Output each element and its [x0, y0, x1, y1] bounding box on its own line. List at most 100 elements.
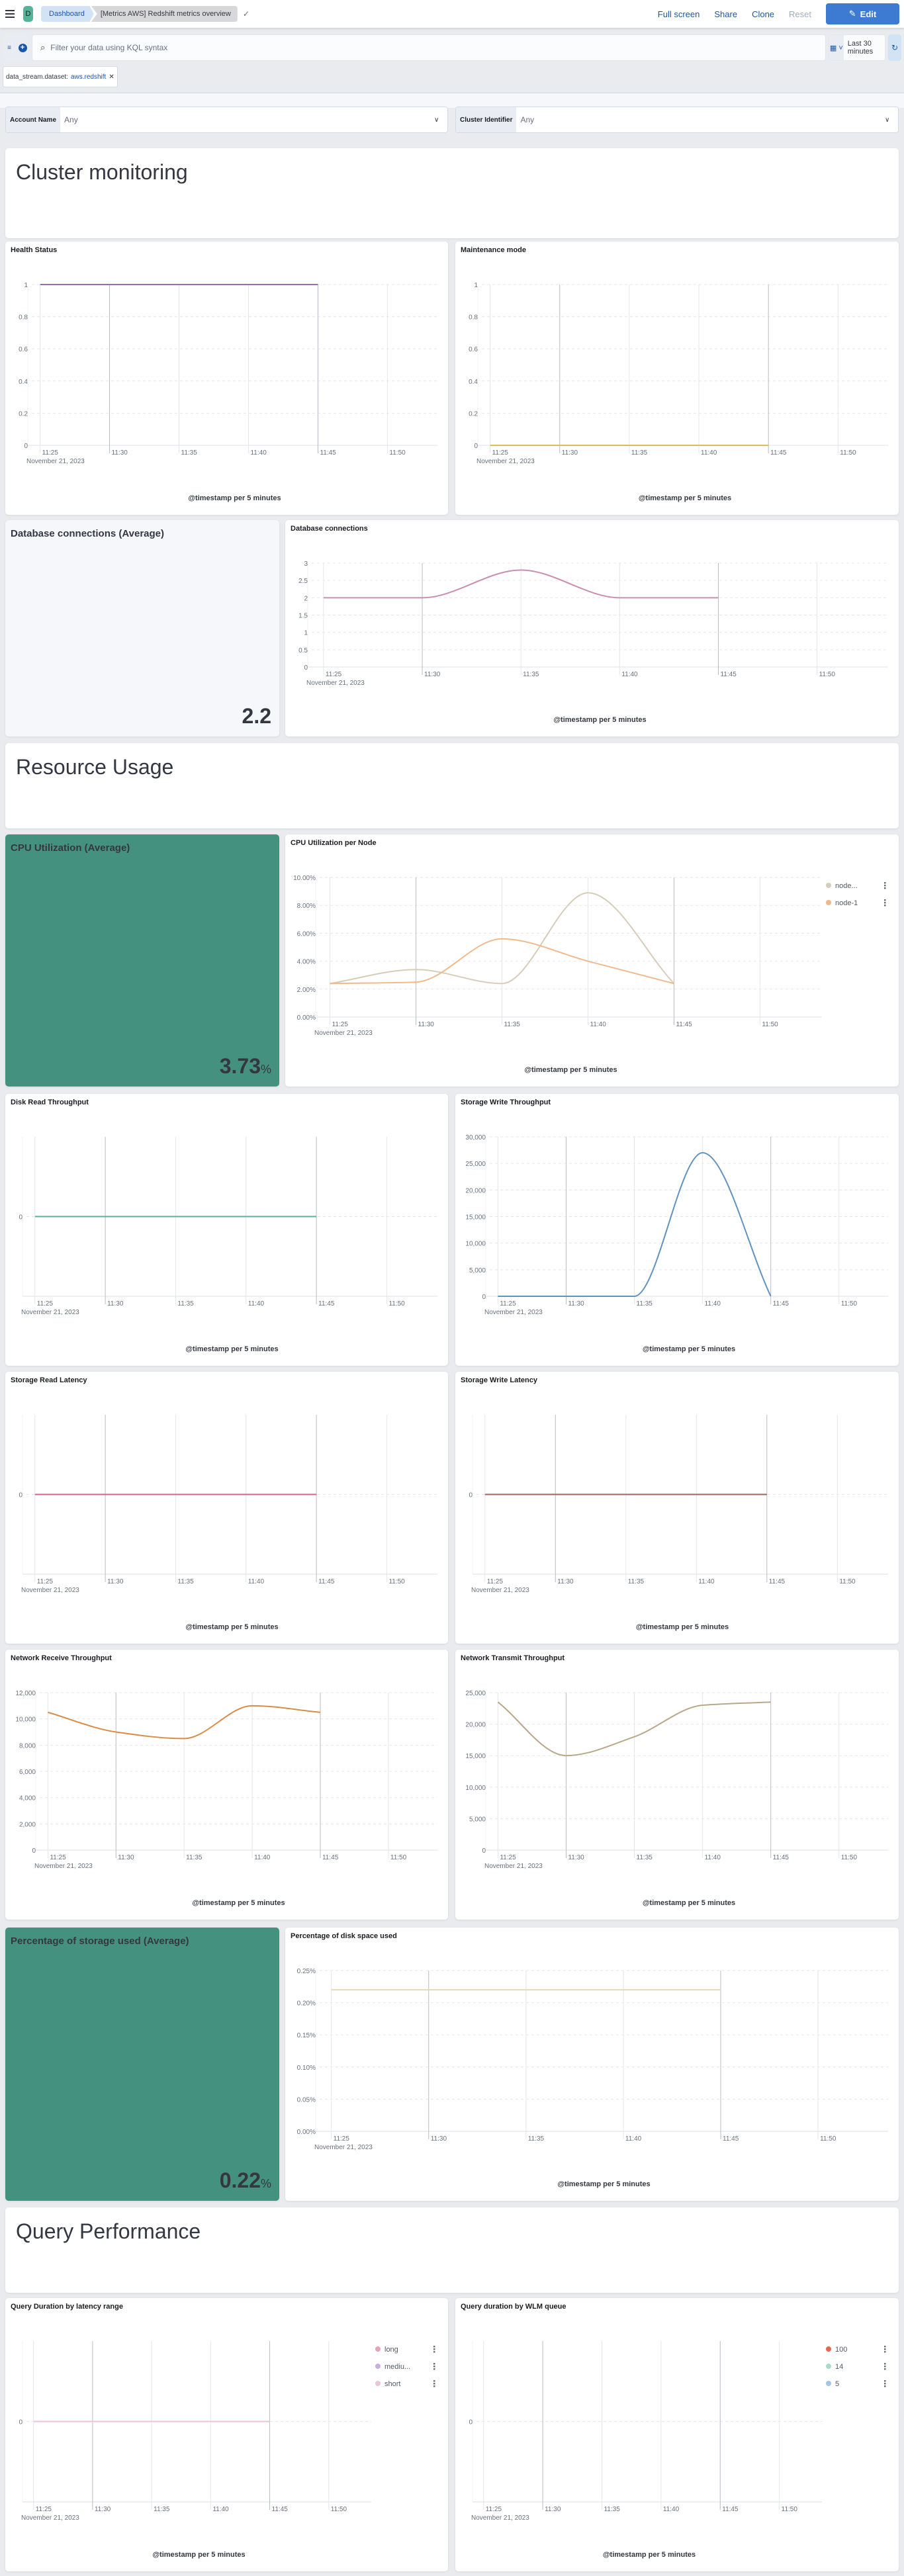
x-date-label: November 21, 2023 — [21, 1587, 79, 1594]
metric-title: Database connections (Average) — [11, 528, 165, 539]
y-tick-label: 0.05% — [297, 2096, 316, 2104]
x-date-label: November 21, 2023 — [21, 2514, 79, 2522]
legend-item[interactable]: 100 — [835, 2346, 847, 2354]
x-tick-label: 11:40 — [698, 1578, 715, 1585]
legend-menu-icon[interactable] — [884, 2363, 886, 2370]
x-tick-label: 11:30 — [107, 1578, 124, 1585]
x-axis-title: @timestamp per 5 minutes — [192, 1899, 285, 1907]
x-tick-label: 11:50 — [820, 2135, 836, 2143]
x-axis-title: @timestamp per 5 minutes — [553, 716, 646, 724]
y-tick-label: 2.5 — [298, 578, 308, 585]
y-tick-label: 8.00% — [297, 903, 316, 910]
menu-icon[interactable] — [5, 10, 15, 18]
x-tick-label: 11:25 — [500, 1854, 516, 1861]
x-tick-label: 11:45 — [723, 2135, 739, 2143]
close-icon[interactable]: ✕ — [109, 73, 114, 81]
line-chart: 0 11:25 11:30 11:35 11:40 11:45 11:50 November … — [469, 1415, 888, 1631]
line-chart: 0 11:25 11:30 11:35 11:40 11:45 11:50 November … — [19, 1137, 437, 1353]
y-tick-label: 10,000 — [15, 1716, 36, 1724]
section-title: Cluster monitoring — [16, 160, 188, 184]
legend-menu-icon[interactable] — [884, 899, 886, 907]
y-tick-label: 0.8 — [19, 314, 28, 322]
chart-title: Network Receive Throughput — [11, 1654, 112, 1662]
legend-menu-icon[interactable] — [433, 2346, 435, 2353]
pencil-icon: ✎ — [848, 9, 856, 19]
time-range-label[interactable]: Last 30 minutes — [847, 40, 874, 56]
account-name-control[interactable]: Account Name Any ∨ — [5, 107, 448, 133]
x-axis-title: @timestamp per 5 minutes — [185, 1345, 278, 1353]
x-tick-label: 11:40 — [250, 449, 267, 457]
x-tick-label: 11:30 — [418, 1021, 435, 1028]
space-avatar[interactable]: D — [23, 6, 33, 22]
legend-item[interactable]: 5 — [835, 2380, 839, 2388]
breadcrumb-dashboard[interactable]: Dashboard — [41, 6, 94, 22]
legend-item[interactable]: node-1 — [835, 899, 858, 907]
x-tick-label: 11:45 — [769, 1578, 786, 1585]
x-tick-label: 11:50 — [841, 1300, 858, 1308]
series-line — [48, 1705, 321, 1740]
line-chart: 0 11:25 11:30 11:35 11:40 11:45 11:50 November … — [469, 2341, 886, 2559]
legend-item[interactable]: node... — [835, 882, 858, 890]
x-tick-label: 11:35 — [604, 2506, 620, 2513]
metric-storage-used: Percentage of storage used (Average) 0.2… — [5, 1928, 279, 2201]
x-tick-label: 11:45 — [722, 2506, 739, 2513]
x-date-label: November 21, 2023 — [484, 1309, 543, 1316]
x-tick-label: 11:25 — [486, 2506, 502, 2513]
calendar-icon[interactable]: ▦ ˅ — [829, 35, 844, 60]
clone-button[interactable]: Clone — [752, 9, 775, 19]
y-tick-label: 0 — [482, 1294, 486, 1301]
check-icon: ✓ — [242, 9, 249, 19]
legend-menu-icon[interactable] — [884, 882, 886, 889]
legend-menu-icon[interactable] — [433, 2380, 435, 2387]
x-tick-label: 11:45 — [318, 1300, 335, 1308]
section-resource-usage: Resource Usage — [5, 743, 899, 828]
x-tick-label: 11:30 — [112, 449, 128, 457]
y-tick-label: 15,000 — [465, 1753, 486, 1760]
line-chart: 0 0.5 1 1.5 2 2.5 3 11:25 11:30 11:35 11:40 11:45 11… — [298, 560, 888, 724]
y-tick-label: 2,000 — [19, 1821, 36, 1828]
edit-button[interactable]: ✎ Edit — [826, 3, 899, 24]
series-line — [330, 892, 675, 985]
date-picker[interactable]: ▦ ˅ Last 30 minutes — [829, 34, 885, 61]
filter-menu-button[interactable]: ≡ — [3, 34, 16, 61]
cluster-identifier-control[interactable]: Cluster Identifier Any ∨ — [455, 107, 899, 133]
metric-number: 2.2 — [242, 704, 271, 728]
y-tick-label: 10,000 — [465, 1785, 486, 1792]
x-tick-label: 11:40 — [621, 671, 638, 678]
x-tick-label: 11:30 — [107, 1300, 124, 1308]
x-tick-label: 11:30 — [95, 2506, 111, 2513]
y-tick-label: 5,000 — [469, 1267, 486, 1274]
x-tick-label: 11:35 — [631, 449, 648, 457]
legend-item[interactable]: short — [384, 2380, 400, 2388]
x-tick-label: 11:25 — [332, 1021, 349, 1028]
x-tick-label: 11:40 — [590, 1021, 606, 1028]
legend-item[interactable]: 14 — [835, 2363, 843, 2371]
legend-menu-icon[interactable] — [884, 2346, 886, 2353]
add-filter-button[interactable]: + — [16, 34, 29, 61]
y-tick-label: 0.00% — [297, 1014, 316, 1022]
x-tick-label: 11:35 — [523, 671, 539, 678]
legend-item[interactable]: mediu... — [384, 2363, 410, 2371]
x-date-label: November 21, 2023 — [471, 2514, 529, 2522]
x-tick-label: 11:35 — [504, 1021, 521, 1028]
legend-menu-icon[interactable] — [433, 2363, 435, 2370]
kql-search-input[interactable]: ⌕ Filter your data using KQL syntax — [32, 34, 826, 61]
x-axis-title: @timestamp per 5 minutes — [643, 1899, 735, 1907]
refresh-button[interactable]: ↻ — [888, 34, 901, 61]
y-tick-label: 0.8 — [469, 314, 478, 322]
legend-menu-icon[interactable] — [884, 2380, 886, 2387]
share-button[interactable]: Share — [714, 9, 738, 19]
reset-button[interactable]: Reset — [789, 9, 811, 19]
x-tick-label: 11:50 — [388, 1578, 405, 1585]
x-axis-title: @timestamp per 5 minutes — [639, 494, 731, 502]
panel-storage-read-latency: Storage Read Latency 0 11:25 11:30 11:35 11:4… — [5, 1372, 448, 1644]
x-tick-label: 11:30 — [557, 1578, 574, 1585]
x-date-label: November 21, 2023 — [21, 1309, 79, 1316]
x-tick-label: 11:45 — [773, 1854, 790, 1861]
chart-title: Disk Read Throughput — [11, 1098, 89, 1106]
full-screen-button[interactable]: Full screen — [657, 9, 700, 19]
x-axis-title: @timestamp per 5 minutes — [185, 1623, 278, 1631]
filter-pill[interactable]: data_stream.dataset: aws.redshift ✕ — [3, 66, 118, 87]
y-tick-label: 1.5 — [298, 613, 308, 620]
legend-item[interactable]: long — [384, 2346, 398, 2354]
